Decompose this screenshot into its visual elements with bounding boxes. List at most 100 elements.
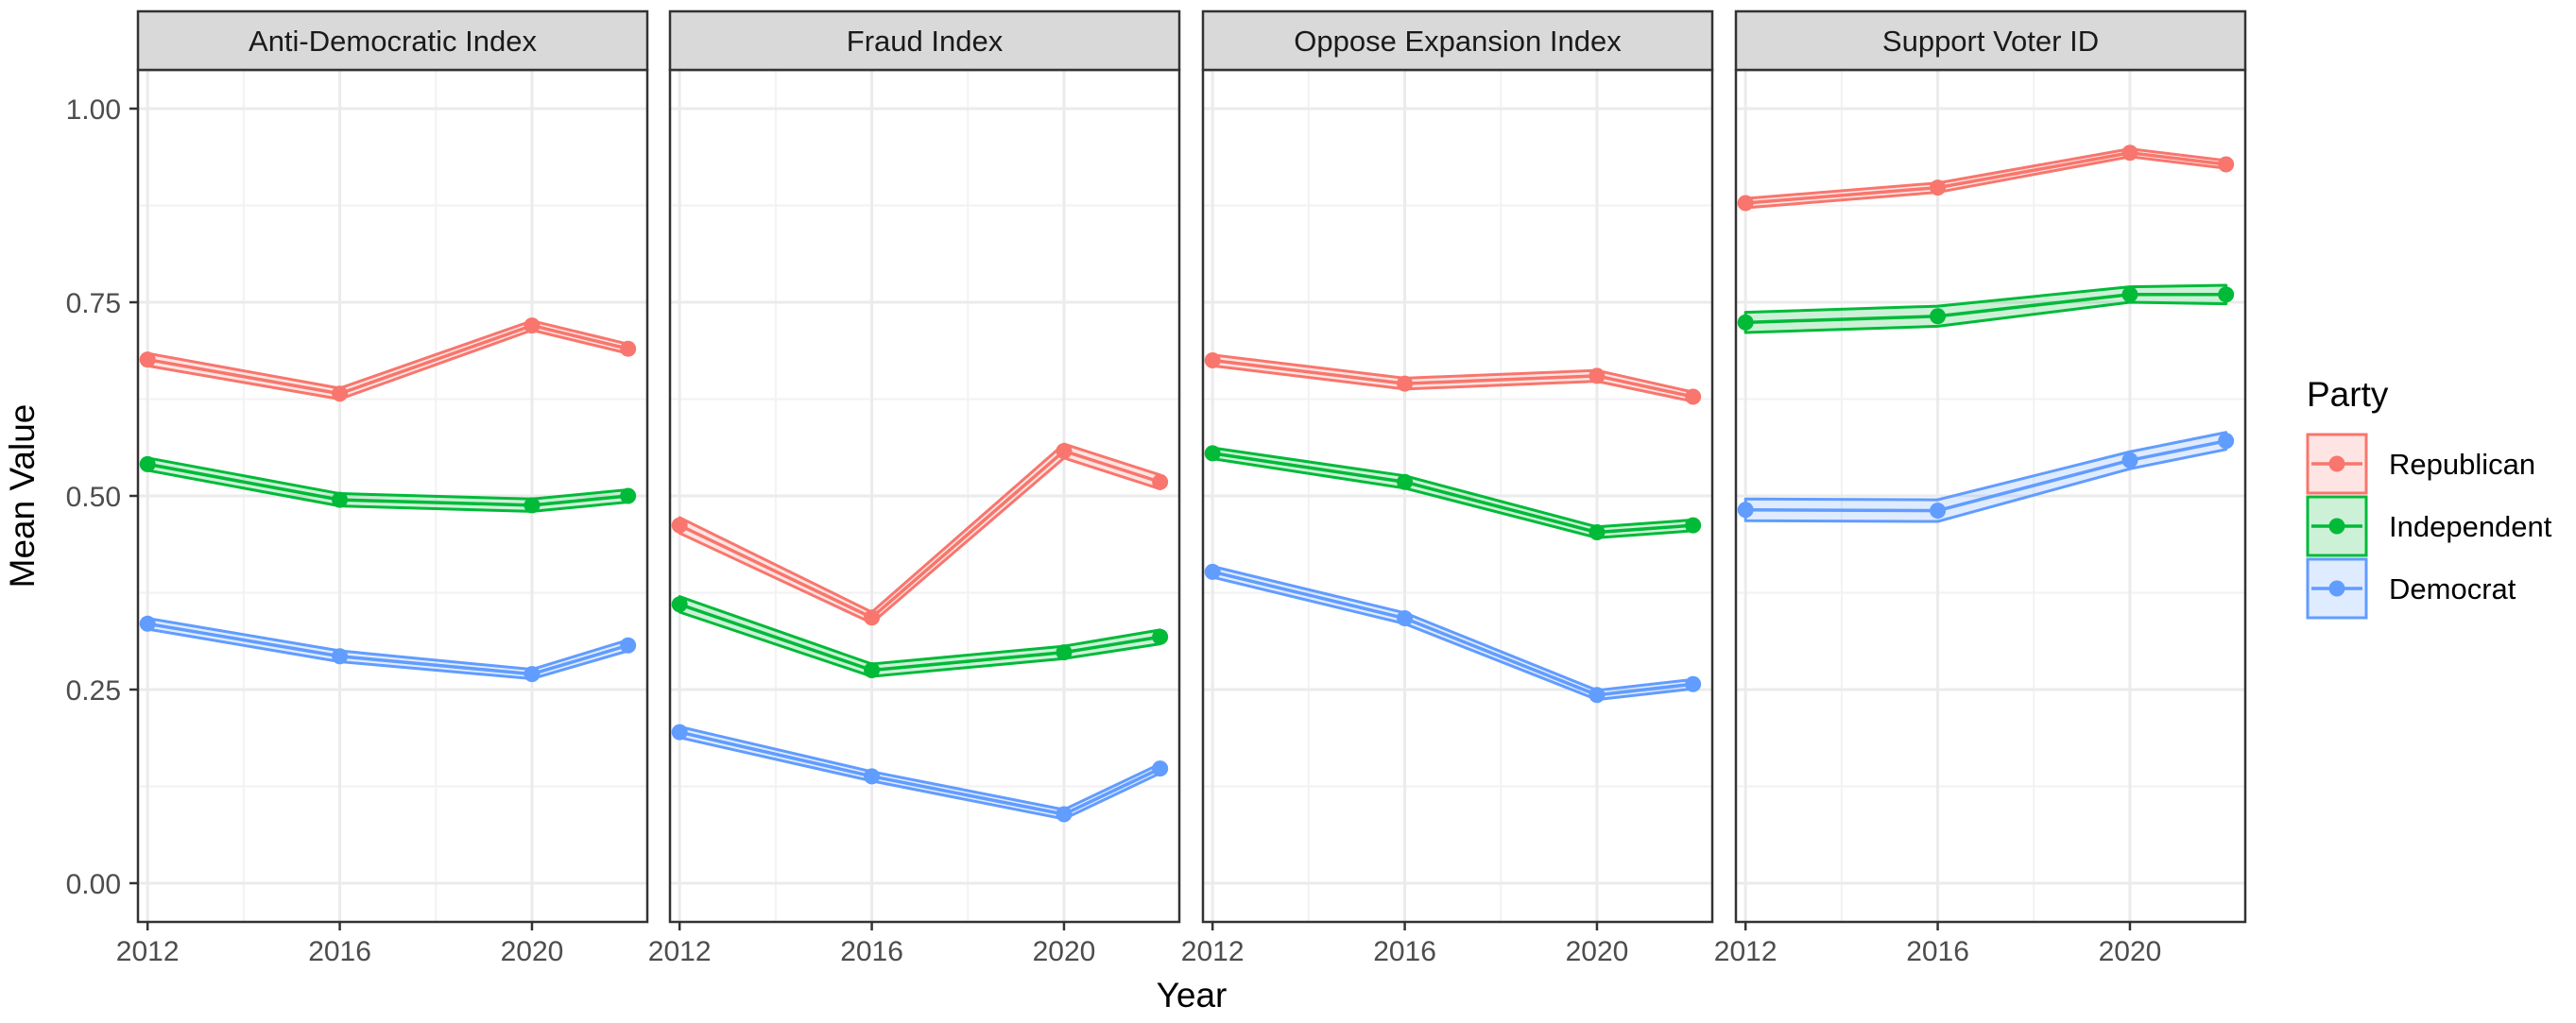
- data-point: [1685, 517, 1702, 534]
- series-line: [1745, 150, 2226, 205]
- legend-key-point: [2328, 518, 2345, 535]
- data-point: [1397, 375, 1414, 392]
- data-point: [1056, 442, 1073, 459]
- data-point: [524, 317, 541, 334]
- x-tick-label: 2012: [116, 936, 180, 967]
- panel-support-voter-id: Support Voter ID 2012 2016 2020: [1714, 9, 2247, 967]
- data-point: [1589, 367, 1606, 384]
- data-point: [2218, 156, 2235, 173]
- series-line: [1745, 439, 2227, 513]
- data-point: [1930, 179, 1947, 196]
- x-tick-label: 2012: [1714, 936, 1777, 967]
- data-point: [671, 517, 688, 534]
- data-point: [1397, 610, 1414, 627]
- data-point: [1152, 473, 1169, 490]
- x-tick-label: 2020: [1033, 936, 1096, 967]
- x-tick-label: 2016: [1906, 936, 1969, 967]
- series-line: [146, 622, 629, 676]
- data-point: [2218, 433, 2235, 450]
- series-line: [1211, 570, 1693, 697]
- data-point: [1152, 628, 1169, 645]
- data-point: [139, 351, 156, 368]
- data-point: [864, 662, 881, 678]
- data-point: [332, 648, 349, 665]
- data-point: [2121, 145, 2138, 162]
- series-independent: [671, 595, 1169, 678]
- series-democrat: [671, 724, 1169, 823]
- data-point: [1930, 503, 1947, 520]
- x-tick-label: 2016: [308, 936, 371, 967]
- legend-key-point: [2328, 455, 2345, 472]
- series-independent: [1737, 283, 2235, 334]
- series-independent: [139, 455, 637, 514]
- series-line: [146, 462, 628, 507]
- data-point: [1685, 675, 1702, 692]
- data-point: [1930, 308, 1947, 325]
- series-republican: [671, 442, 1169, 626]
- panel-anti-democratic-index: Anti-Democratic Index 2012 2016 2020 0.00 0.2…: [66, 9, 649, 967]
- data-point: [1056, 644, 1073, 661]
- facet-title: Support Voter ID: [1882, 25, 2099, 58]
- panel-oppose-expansion-index: Oppose Expansion Index 2012 2016 2020: [1181, 9, 1714, 967]
- panel-fraud-index: Fraud Index 2012 2016 2020: [648, 9, 1181, 967]
- data-point: [620, 340, 637, 357]
- series-line: [678, 603, 1160, 673]
- data-point: [620, 487, 637, 504]
- data-point: [1204, 352, 1221, 368]
- data-point: [524, 497, 541, 514]
- data-point: [1204, 563, 1221, 580]
- y-tick-label: 0.00: [66, 869, 121, 900]
- data-point: [1589, 687, 1606, 704]
- data-point: [524, 666, 541, 683]
- legend-item-republican: Republican: [2306, 433, 2535, 495]
- legend-label: Democrat: [2389, 572, 2516, 605]
- series-republican: [139, 317, 637, 402]
- series-republican: [1737, 145, 2235, 212]
- data-point: [1204, 445, 1221, 462]
- data-point: [864, 768, 881, 785]
- x-tick-label: 2016: [1373, 936, 1436, 967]
- facet-title: Anti-Democratic Index: [249, 25, 537, 58]
- data-point: [2218, 286, 2235, 303]
- facet-strip: [668, 9, 1181, 72]
- y-axis-title: Mean Value: [3, 404, 42, 588]
- data-point: [332, 491, 349, 508]
- series-independent: [1204, 445, 1702, 541]
- data-point: [671, 596, 688, 613]
- x-tick-label: 2020: [2099, 936, 2162, 967]
- data-point: [1397, 473, 1414, 490]
- series-democrat: [1737, 431, 2235, 523]
- series-line: [1211, 358, 1694, 399]
- data-point: [139, 455, 156, 472]
- data-point: [1737, 195, 1754, 212]
- data-point: [2121, 286, 2138, 303]
- series-line: [1745, 293, 2226, 325]
- data-point: [1737, 502, 1754, 519]
- data-point: [671, 724, 688, 741]
- facet-title: Fraud Index: [847, 25, 1004, 58]
- data-point: [864, 609, 881, 626]
- legend-title: Party: [2307, 375, 2389, 414]
- y-tick-label: 0.25: [66, 675, 121, 707]
- series-line: [146, 323, 629, 396]
- data-point: [139, 615, 156, 632]
- series-republican: [1204, 352, 1702, 405]
- series-line: [1211, 452, 1693, 535]
- legend: Party Republican Independent Democrat: [2306, 375, 2552, 620]
- y-tick-label: 0.50: [66, 482, 121, 513]
- data-point: [1056, 806, 1073, 823]
- facet-strip: [1201, 9, 1714, 72]
- data-point: [2121, 452, 2138, 469]
- series-line: [678, 730, 1161, 816]
- y-tick-label: 1.00: [66, 94, 121, 126]
- legend-item-democrat: Democrat: [2306, 557, 2516, 620]
- x-axis-title: Year: [1157, 976, 1228, 1014]
- data-point: [332, 385, 349, 402]
- data-point: [1737, 314, 1754, 331]
- x-tick-label: 2020: [501, 936, 564, 967]
- y-tick-label: 0.75: [66, 288, 121, 319]
- data-point: [1685, 388, 1702, 405]
- facet-title: Oppose Expansion Index: [1294, 25, 1622, 58]
